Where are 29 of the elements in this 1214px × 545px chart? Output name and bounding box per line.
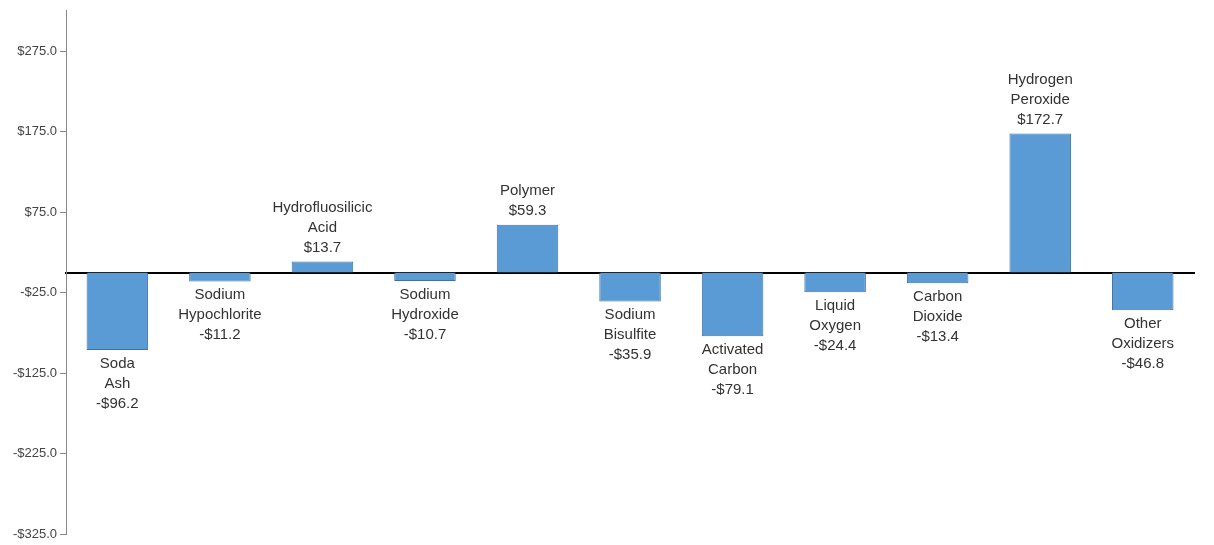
y-tick-label: $175.0 (17, 123, 58, 139)
y-tick-label: $75.0 (24, 203, 58, 219)
data-label: -$13.4 (916, 326, 959, 344)
x-tick-label: Sodium Hydroxide (391, 284, 459, 322)
x-tick-label: Other Oxidizers (1111, 313, 1174, 351)
x-tick-label: Sodium Hypochlorite (178, 285, 262, 323)
data-label: $13.7 (303, 238, 342, 256)
x-tick-label: Carbon Dioxide (912, 286, 963, 324)
y-tick-label: -$125.0 (13, 364, 58, 380)
x-tick-label: Liquid Oxygen (809, 295, 861, 333)
x-tick-label: Polymer (500, 181, 556, 199)
x-tick-label: Sodium Bisulfite (603, 305, 657, 343)
data-label: -$35.9 (608, 345, 652, 363)
y-tick-label: -$25.0 (20, 284, 58, 300)
y-tick-label: -$225.0 (13, 445, 58, 461)
y-tick-label: -$325.0 (13, 525, 58, 541)
x-tick-label: Hydrofluosilicic Acid (272, 198, 373, 236)
data-label: $172.7 (1017, 110, 1064, 128)
data-label: $59.3 (508, 201, 547, 219)
data-label: -$10.7 (403, 324, 447, 342)
data-label: -$11.2 (199, 325, 241, 343)
data-label: -$96.2 (96, 393, 139, 411)
x-tick-label: Activated Carbon (701, 339, 764, 377)
y-tick-label: $275.0 (17, 42, 58, 58)
x-tick-label: Hydrogen Peroxide (1007, 70, 1073, 108)
data-label: -$46.8 (1121, 353, 1164, 371)
data-label: -$79.1 (711, 379, 754, 397)
x-tick-label: Soda Ash (99, 353, 136, 391)
data-label: -$24.4 (813, 335, 857, 353)
